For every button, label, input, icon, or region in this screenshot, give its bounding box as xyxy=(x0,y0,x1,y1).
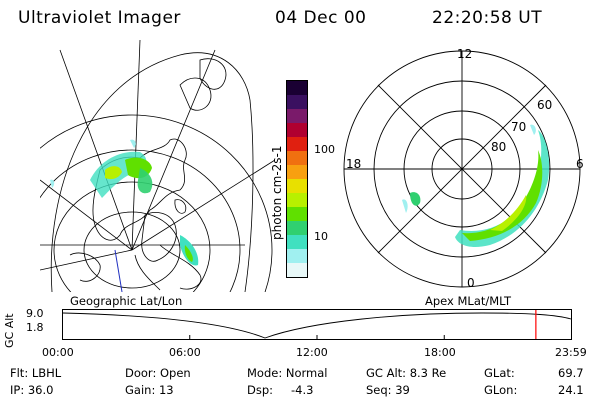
colorbar-band xyxy=(287,235,307,250)
mlt-label-0: 0 xyxy=(467,276,475,290)
timeline-frame xyxy=(62,309,572,340)
colorbar-tick-100: 100 xyxy=(314,143,335,156)
timeline-xtick-0000: 00:00 xyxy=(42,346,74,359)
colorbar-tick-10: 10 xyxy=(314,230,328,243)
colorbar-band xyxy=(287,81,307,96)
timeline-ticks xyxy=(62,335,572,339)
geographic-map xyxy=(40,40,275,292)
timeline-xtick-0600: 06:00 xyxy=(169,346,201,359)
glat-value: 69.7 xyxy=(558,366,584,380)
colorbar-band xyxy=(287,179,307,194)
right-panel-label: Apex MLat/MLT xyxy=(425,294,512,308)
image-date: 04 Dec 00 xyxy=(275,8,367,28)
glon-value: 24.1 xyxy=(558,383,584,397)
timeline-ytick-top: 9.0 xyxy=(26,307,44,320)
mlat-label-60: 60 xyxy=(537,98,553,112)
gc-alt-status: GC Alt: 8.3 Re xyxy=(366,366,447,380)
map-limb xyxy=(244,99,254,292)
left-panel-label: Geographic Lat/Lon xyxy=(70,294,183,308)
colorbar-band xyxy=(287,249,307,264)
mlat-label-80: 80 xyxy=(491,140,507,154)
door-status: Door: Open xyxy=(125,366,191,380)
aurora-oval-right xyxy=(402,124,550,248)
colorbar-band xyxy=(287,109,307,124)
instrument-title: Ultraviolet Imager xyxy=(18,8,181,28)
timeline-ytick-bottom: 1.8 xyxy=(26,321,44,334)
glon-status: GLon: xyxy=(484,383,518,397)
colorbar-unit-label: photon cm-2s-1 xyxy=(270,145,284,241)
colorbar-band xyxy=(287,151,307,166)
colorbar-band xyxy=(287,263,307,278)
colorbar-gradient xyxy=(287,81,307,278)
colorbar-band xyxy=(287,95,307,110)
dsp-value: -4.3 xyxy=(291,383,314,397)
timeline-xtick-2359: 23:59 xyxy=(555,346,587,359)
timeline-y-label: GC Alt xyxy=(3,313,16,348)
colorbar-band xyxy=(287,193,307,208)
mlt-label-18: 18 xyxy=(346,157,362,171)
mlat-label-70: 70 xyxy=(511,120,527,134)
greenland-coast xyxy=(92,138,187,241)
timeline-xtick-1200: 12:00 xyxy=(296,346,328,359)
orbit-timeline xyxy=(62,309,572,340)
mlt-label-12: 12 xyxy=(457,47,473,61)
timeline-xtick-1800: 18:00 xyxy=(424,346,456,359)
filter-status: Flt: LBHL xyxy=(10,366,62,380)
colorbar-band xyxy=(287,221,307,236)
mode-status: Mode: Normal xyxy=(247,366,328,380)
colorbar-band xyxy=(287,207,307,222)
dsp-status: Dsp: xyxy=(247,383,274,397)
mlt-label-6: 6 xyxy=(576,157,584,171)
colorbar xyxy=(286,80,308,278)
ip-status: IP: 36.0 xyxy=(10,383,54,397)
colorbar-band xyxy=(287,165,307,180)
colorbar-band xyxy=(287,123,307,138)
image-time: 22:20:58 UT xyxy=(432,8,543,28)
aurora-emission-left xyxy=(50,139,199,266)
sequence-status: Seq: 39 xyxy=(366,383,410,397)
gain-status: Gain: 13 xyxy=(125,383,174,397)
glat-status: GLat: xyxy=(484,366,515,380)
polar-plot xyxy=(343,50,581,288)
colorbar-band xyxy=(287,137,307,152)
orbit-altitude-curve xyxy=(62,312,572,339)
